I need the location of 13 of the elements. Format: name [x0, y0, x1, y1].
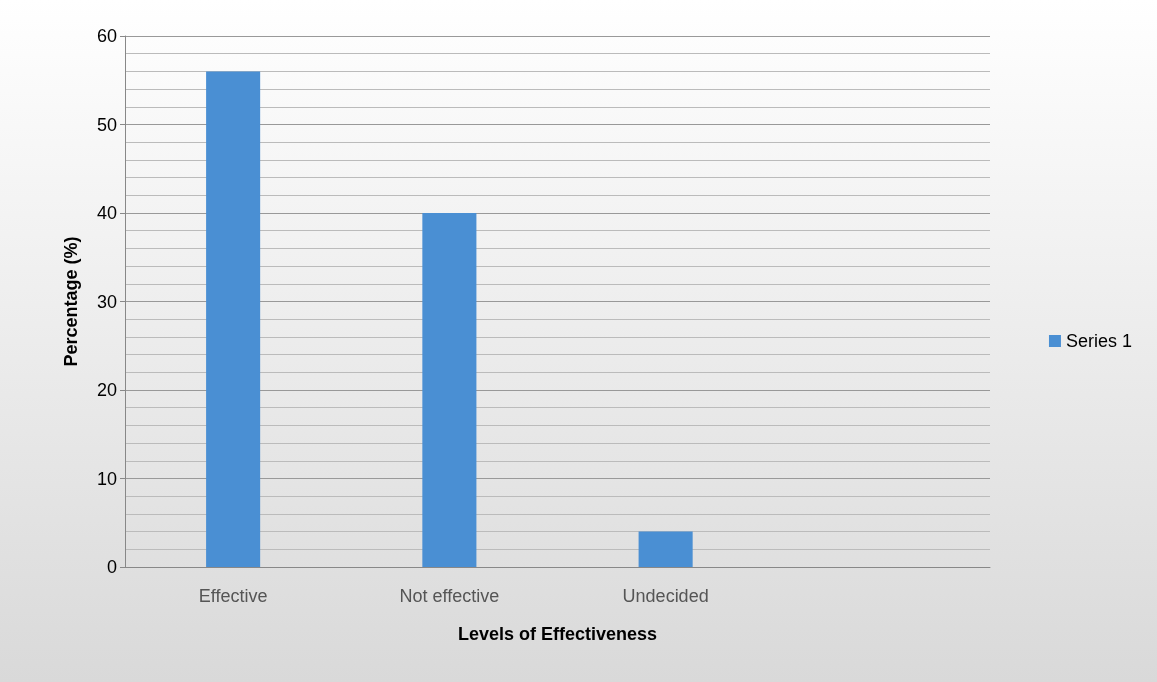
y-tick-label: 50: [96, 114, 117, 135]
x-tick-label: Not effective: [399, 586, 500, 606]
y-tick-label: 40: [96, 203, 117, 223]
x-tick-label: Effective: [198, 586, 268, 606]
y-tick-label: 60: [96, 26, 117, 46]
y-tick-label: 20: [96, 380, 117, 400]
y-tick-label: 30: [96, 291, 117, 312]
y-tick-label: 0: [106, 557, 117, 577]
x-tick-label: Undecided: [622, 586, 709, 606]
x-axis-title: Levels of Effectiveness: [457, 624, 658, 644]
legend-label: Series 1: [1065, 331, 1133, 351]
y-tick-label: 10: [96, 468, 117, 489]
y-axis-title: Percentage (%): [61, 236, 81, 367]
